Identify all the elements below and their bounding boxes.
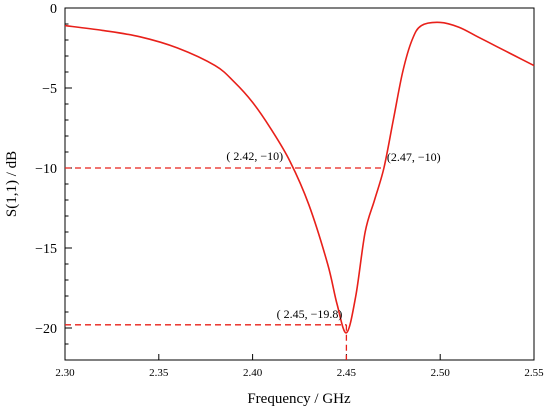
y-tick-label: 0 bbox=[50, 2, 57, 17]
y-axis-title: S(1,1) / dB bbox=[4, 151, 20, 217]
x-tick-label: 2.40 bbox=[243, 367, 263, 379]
annotation-label: (2.47, −10) bbox=[387, 150, 441, 164]
y-tick-label: −10 bbox=[35, 162, 57, 177]
x-tick-label: 2.35 bbox=[149, 367, 169, 379]
y-minor-ticks bbox=[65, 23, 69, 361]
x-ticks: 2.30 2.35 2.40 2.45 2.50 2.55 bbox=[55, 354, 544, 379]
x-tick-label: 2.55 bbox=[524, 367, 544, 379]
reference-lines bbox=[65, 167, 384, 360]
series-layer bbox=[64, 21, 535, 334]
y-ticks: 0 −5 −10 −15 −20 bbox=[35, 2, 72, 337]
x-tick-label: 2.50 bbox=[431, 367, 451, 379]
x-tick-label: 2.45 bbox=[337, 367, 357, 379]
x-tick-label: 2.30 bbox=[55, 367, 75, 379]
y-tick-label: −20 bbox=[35, 322, 57, 337]
y-tick-label: −15 bbox=[35, 242, 57, 257]
annotation-label: ( 2.45, −19.8) bbox=[277, 307, 343, 321]
annotation-label: ( 2.42, −10) bbox=[226, 149, 283, 163]
x-axis-title: Frequency / GHz bbox=[247, 391, 351, 407]
y-tick-label: −5 bbox=[42, 82, 57, 97]
annotations: ( 2.42, −10) (2.47, −10) ( 2.45, −19.8) bbox=[226, 149, 440, 321]
s11-curve bbox=[64, 21, 535, 334]
